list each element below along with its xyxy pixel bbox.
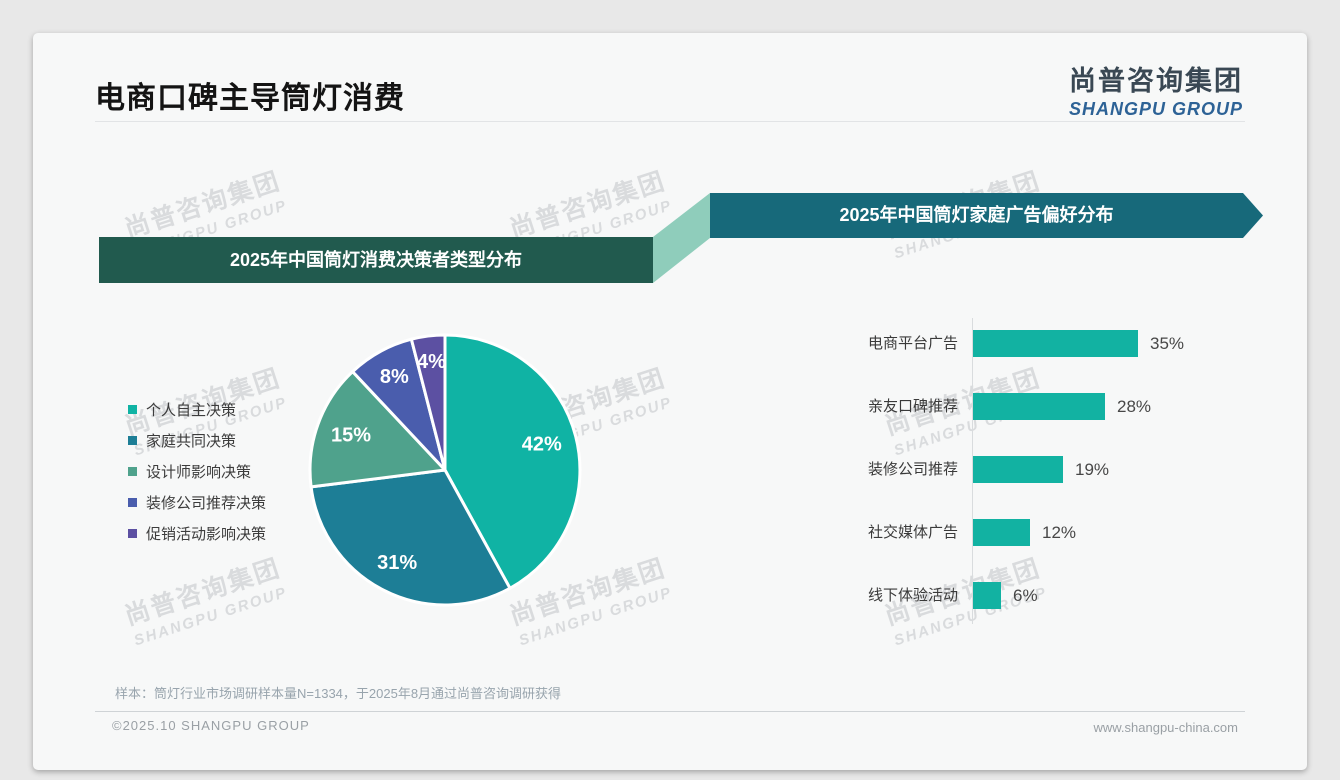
company-logo: 尚普咨询集团 SHANGPU GROUP <box>1069 59 1243 120</box>
page-title: 电商口碑主导筒灯消费 <box>95 82 405 115</box>
legend-item: 促销活动影响决策 <box>128 518 266 549</box>
pie-slice-label: 15% <box>331 424 371 446</box>
logo-chinese-name: 尚普咨询集团 <box>1068 66 1243 96</box>
bar <box>973 519 1030 546</box>
pie-slice <box>409 333 447 472</box>
pie-chart-title: 2025年中国筒灯消费决策者类型分布 <box>229 250 523 270</box>
bar-chart-axis-line <box>972 318 973 624</box>
bar-category-label: 装修公司推荐 <box>867 461 958 478</box>
legend-swatch <box>128 467 137 476</box>
bar <box>973 582 1001 609</box>
bar-chart-title-banner: 2025年中国筒灯家庭广告偏好分布 <box>710 193 1263 238</box>
copyright-text: ©2025.10 SHANGPU GROUP <box>112 718 310 733</box>
legend-label: 装修公司推荐决策 <box>146 495 267 512</box>
pie-slice-label: 4% <box>417 351 446 373</box>
logo-english-name: SHANGPU GROUP <box>1068 99 1243 119</box>
pie-chart-title-banner: 2025年中国筒灯消费决策者类型分布 <box>99 237 653 283</box>
legend-label: 设计师影响决策 <box>146 464 252 481</box>
legend-item: 家庭共同决策 <box>128 425 266 456</box>
pie-slice-label: 8% <box>380 366 409 388</box>
bar-value-label: 12% <box>1042 523 1077 542</box>
bar-chart-title: 2025年中国筒灯家庭广告偏好分布 <box>839 205 1114 225</box>
banner-connector-shape <box>653 193 710 283</box>
bar-value-label: 19% <box>1075 460 1110 479</box>
title-divider <box>95 121 1245 122</box>
legend-label: 个人自主决策 <box>146 402 237 419</box>
bar-row: 电商平台广告 35% <box>33 330 1307 357</box>
legend-swatch <box>128 405 137 414</box>
legend-swatch <box>128 498 137 507</box>
bar <box>973 456 1063 483</box>
pie-slice <box>443 333 582 590</box>
pie-slice <box>309 468 512 607</box>
website-url: www.shangpu-china.com <box>1093 720 1238 735</box>
slide-card: 尚普咨询集团 SHANGPU GROUP 尚普咨询集团 SHANGPU GROUP 尚普… <box>33 33 1307 770</box>
legend-item: 装修公司推荐决策 <box>128 487 266 518</box>
bar <box>973 393 1105 420</box>
pie-slice-label: 42% <box>522 433 562 455</box>
bar-category-label: 亲友口碑推荐 <box>867 398 958 415</box>
bar <box>973 330 1138 357</box>
legend-swatch <box>128 529 137 538</box>
bar-category-label: 线下体验活动 <box>867 587 958 604</box>
pie-legend: 个人自主决策 家庭共同决策 设计师影响决策 装修公司推荐决策 促销活动影响决策 <box>128 394 266 549</box>
bar-row: 装修公司推荐 19% <box>33 456 1307 483</box>
legend-item: 个人自主决策 <box>128 394 266 425</box>
bar-value-label: 28% <box>1117 397 1152 416</box>
bar-row: 社交媒体广告 12% <box>33 519 1307 546</box>
legend-swatch <box>128 436 137 445</box>
pie-slice-label: 31% <box>377 552 417 574</box>
bar-category-label: 社交媒体广告 <box>867 524 958 541</box>
sample-footnote: 样本：筒灯行业市场调研样本量N=1334，于2025年8月通过尚普咨询调研获得 <box>115 686 562 701</box>
bar-row: 线下体验活动 6% <box>33 582 1307 609</box>
bar-value-label: 35% <box>1150 334 1185 353</box>
pie-chart: 42% 31% 15% 8% 4% <box>308 333 582 607</box>
legend-item: 设计师影响决策 <box>128 456 266 487</box>
pie-slice <box>308 370 447 489</box>
bar-row: 亲友口碑推荐 28% <box>33 393 1307 420</box>
slide-content: 电商口碑主导筒灯消费 尚普咨询集团 SHANGPU GROUP 2025年中国筒… <box>33 33 1307 770</box>
footer-divider <box>95 711 1245 712</box>
legend-label: 促销活动影响决策 <box>146 526 267 543</box>
bar-value-label: 6% <box>1013 586 1038 605</box>
bar-category-label: 电商平台广告 <box>867 335 958 352</box>
legend-label: 家庭共同决策 <box>146 433 237 450</box>
